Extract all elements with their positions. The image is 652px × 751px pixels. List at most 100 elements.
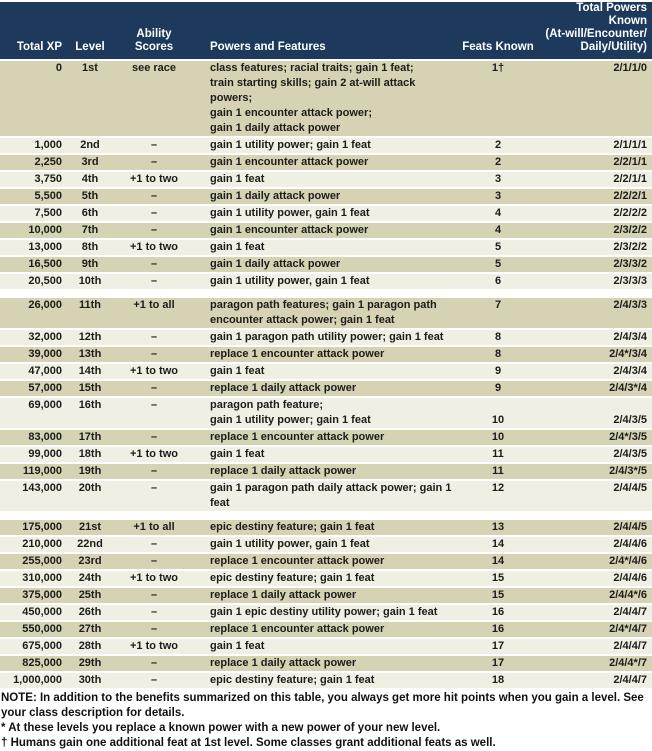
cell-feats-known: 17 xyxy=(491,640,505,652)
cell-powers-features: replace 1 encounter attack power xyxy=(196,430,455,445)
table-row: 210,000 22nd – gain 1 utility power, gain 1… xyxy=(0,535,652,552)
tier-gap xyxy=(0,511,652,518)
cell-ability-scores: – xyxy=(150,623,158,635)
table-row: 5,500 5th – gain 1 daily attack power 3 2/2/2… xyxy=(0,187,652,204)
header-feats-known: Feats Known xyxy=(455,41,541,54)
powers-line: gain 1 utility power, gain 1 feat xyxy=(210,207,370,219)
header-known-line1: Total Powers Known xyxy=(576,2,647,27)
cell-total-xp: 119,000 xyxy=(22,465,62,477)
cell-powers-known: 2/3/3/2 xyxy=(613,258,647,270)
cell-powers-features: replace 1 daily attack power xyxy=(196,464,455,479)
cell-powers-features: gain 1 utility power, gain 1 feat xyxy=(196,206,455,221)
cell-powers-features: replace 1 daily attack power xyxy=(196,588,455,603)
powers-line: paragon path features; gain 1 paragon pa… xyxy=(210,299,437,311)
cell-ability-scores: +1 to two xyxy=(130,241,178,253)
cell-level: 20th xyxy=(78,482,102,494)
table-row: 450,000 26th – gain 1 epic destiny utility … xyxy=(0,603,652,620)
cell-level: 10th xyxy=(78,275,102,287)
cell-powers-features: gain 1 feat xyxy=(196,364,455,379)
cell-powers-known: 2/4/4/6 xyxy=(613,538,647,550)
table-row: 2,250 3rd – gain 1 encounter attack power 2 2… xyxy=(0,153,652,170)
cell-feats-known: 4 xyxy=(494,224,502,236)
cell-ability-scores: +1 to all xyxy=(133,299,175,311)
cell-feats-known: 2 xyxy=(494,139,502,151)
cell-powers-known: 2/4/3/3 xyxy=(613,299,647,311)
cell-powers-known: 2/4/4/7 xyxy=(613,606,647,618)
cell-ability-scores: – xyxy=(150,348,158,360)
cell-total-xp: 16,500 xyxy=(28,258,62,270)
cell-level: 16th xyxy=(78,399,102,411)
cell-total-xp: 0 xyxy=(55,62,62,74)
table-row: 16,500 9th – gain 1 daily attack power 5 2/3/… xyxy=(0,255,652,272)
cell-powers-known: 2/3/2/2 xyxy=(613,224,647,236)
table-row: 57,000 15th – replace 1 daily attack power 9… xyxy=(0,379,652,396)
cell-powers-known: 2/4/3*/4 xyxy=(609,382,647,394)
cell-level: 5th xyxy=(81,190,99,202)
cell-feats-known: 2 xyxy=(494,156,502,168)
cell-level: 28th xyxy=(78,640,102,652)
cell-ability-scores: – xyxy=(150,382,158,394)
cell-ability-scores: – xyxy=(150,331,158,343)
cell-ability-scores: – xyxy=(150,399,158,411)
powers-line: gain 1 encounter attack power; xyxy=(210,107,372,119)
table-row: 99,000 18th +1 to two gain 1 feat 11 2/4/3/5 xyxy=(0,445,652,462)
cell-feats-known: 16 xyxy=(491,623,505,635)
tier-gap xyxy=(0,289,652,296)
cell-level: 25th xyxy=(78,589,102,601)
cell-level: 13th xyxy=(78,348,102,360)
cell-ability-scores: – xyxy=(150,258,158,270)
cell-total-xp: 13,000 xyxy=(28,241,62,253)
table-row: 13,000 8th +1 to two gain 1 feat 5 2/3/2/2 xyxy=(0,238,652,255)
cell-feats-known: 16 xyxy=(491,606,505,618)
cell-level: 24th xyxy=(78,572,102,584)
cell-feats-known: 8 xyxy=(494,331,502,343)
cell-ability-scores: +1 to two xyxy=(130,448,178,460)
cell-ability-scores: – xyxy=(150,482,158,494)
cell-level: 26th xyxy=(78,606,102,618)
cell-ability-scores: – xyxy=(150,139,158,151)
cell-level: 21st xyxy=(78,521,102,533)
cell-ability-scores: – xyxy=(150,190,158,202)
table-row: 675,000 28th +1 to two gain 1 feat 17 2/4/4/7 xyxy=(0,637,652,654)
cell-powers-features: replace 1 encounter attack power xyxy=(196,554,455,569)
header-total-powers-known: Total Powers Known (At-will/Encounter/ D… xyxy=(541,2,652,54)
cell-powers-known: 2/4/3/5 xyxy=(613,414,647,426)
header-total-xp-label: Total XP xyxy=(16,41,62,53)
powers-line: replace 1 encounter attack power xyxy=(210,623,385,635)
powers-line: gain 1 encounter attack power xyxy=(210,224,369,236)
cell-total-xp: 7,500 xyxy=(34,207,62,219)
table-row: 20,500 10th – gain 1 utility power, gain 1 … xyxy=(0,272,652,289)
cell-powers-known: 2/4/4*/6 xyxy=(609,589,647,601)
cell-powers-known: 2/2/2/1 xyxy=(613,190,647,202)
cell-powers-features: gain 1 daily attack power xyxy=(196,189,455,204)
cell-powers-features: gain 1 feat xyxy=(196,240,455,255)
cell-level: 14th xyxy=(78,365,102,377)
powers-line: epic destiny feature; gain 1 feat xyxy=(210,572,375,584)
table-row: 550,000 27th – replace 1 encounter attack p… xyxy=(0,620,652,637)
cell-total-xp: 47,000 xyxy=(28,365,62,377)
powers-line: replace 1 encounter attack power xyxy=(210,555,385,567)
cell-feats-known: 9 xyxy=(494,365,502,377)
cell-level: 15th xyxy=(78,382,102,394)
cell-level: 19th xyxy=(78,465,102,477)
cell-total-xp: 57,000 xyxy=(28,382,62,394)
cell-total-xp: 1,000 xyxy=(34,139,62,151)
cell-ability-scores: – xyxy=(150,674,158,686)
cell-ability-scores: +1 to two xyxy=(130,173,178,185)
cell-powers-known: 2/3/2/2 xyxy=(613,241,647,253)
cell-feats-known: 14 xyxy=(491,555,505,567)
advancement-rows: 0 1st see race class features; racial trait… xyxy=(0,59,652,688)
cell-level: 11th xyxy=(78,299,101,311)
cell-feats-known: 15 xyxy=(491,589,505,601)
header-powers-features: Powers and Features xyxy=(196,41,455,54)
cell-powers-known: 2/4/4/6 xyxy=(613,572,647,584)
cell-total-xp: 10,000 xyxy=(28,224,62,236)
cell-feats-known: 10 xyxy=(491,431,505,443)
table-row: 825,000 29th – replace 1 daily attack power… xyxy=(0,654,652,671)
cell-total-xp: 675,000 xyxy=(22,640,62,652)
cell-powers-features: replace 1 daily attack power xyxy=(196,656,455,671)
cell-feats-known: 8 xyxy=(494,348,502,360)
table-row: 32,000 12th – gain 1 paragon path utility p… xyxy=(0,328,652,345)
cell-powers-features: replace 1 encounter attack power xyxy=(196,622,455,637)
note-main: NOTE: In addition to the benefits summar… xyxy=(1,692,644,719)
